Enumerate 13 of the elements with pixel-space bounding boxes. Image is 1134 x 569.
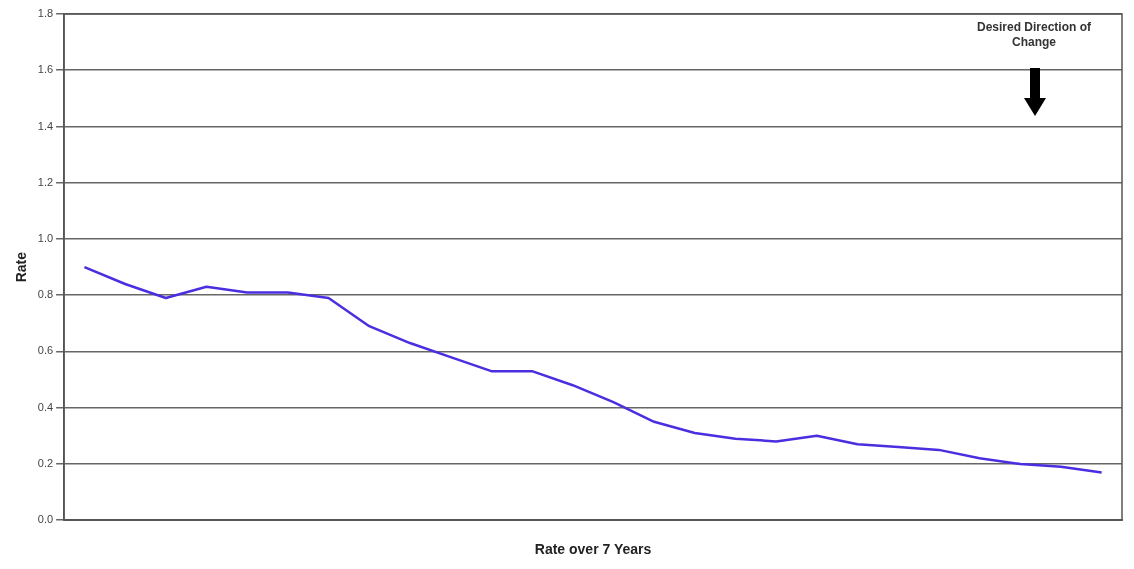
y-tick-label: 0.6 xyxy=(37,344,54,357)
y-tick-label: 0.4 xyxy=(37,400,54,413)
y-tick-label: 1.0 xyxy=(37,232,54,245)
y-tick-label: 0.2 xyxy=(37,456,54,469)
y-tick-label: 0.8 xyxy=(37,288,54,301)
y-tick-label: 1.4 xyxy=(37,119,54,132)
y-tick-label: 1.2 xyxy=(37,175,54,188)
y-tick-label: 1.6 xyxy=(37,63,54,76)
y-axis-title: Rate xyxy=(13,251,30,283)
annotation: Desired Direction of Change xyxy=(976,20,1092,50)
x-axis-title: Rate over 7 Years xyxy=(534,541,652,558)
y-tick-label: 1.8 xyxy=(37,7,54,20)
y-tick-label: 0.0 xyxy=(37,513,54,526)
